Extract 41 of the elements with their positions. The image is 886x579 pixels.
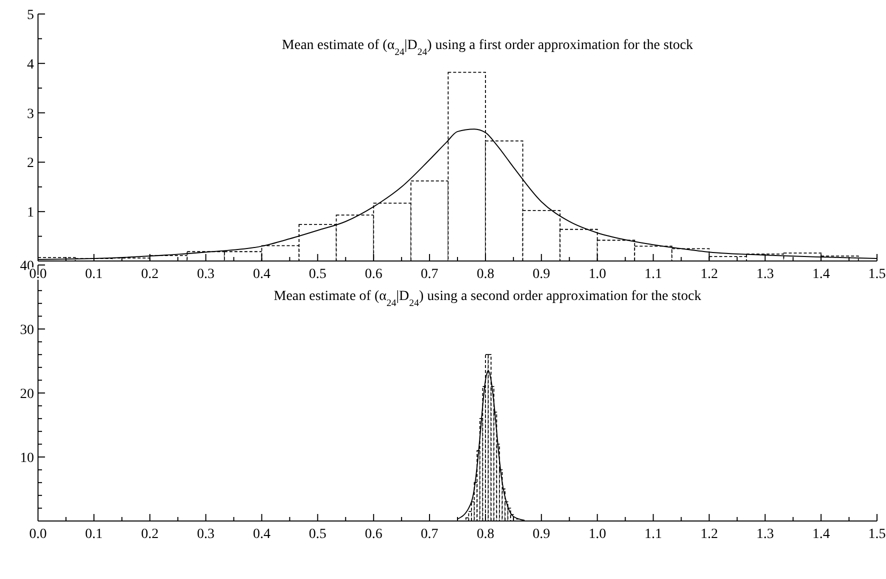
x-tick-label: 0.6: [364, 527, 382, 542]
x-tick-label: 1.2: [700, 527, 718, 542]
y-tick-label: 1: [27, 206, 34, 221]
x-tick-label: 0.7: [420, 527, 438, 542]
x-tick-label: 1.3: [756, 527, 774, 542]
x-tick-label: 0.4: [252, 267, 270, 282]
y-tick-label: 2: [27, 156, 34, 172]
x-tick-label: 0.4: [252, 527, 270, 542]
y-tick-label: 5: [27, 8, 34, 23]
x-tick-label: 0.2: [141, 527, 159, 542]
x-tick-label: 0.8: [476, 527, 494, 542]
x-tick-label: 1.2: [700, 267, 718, 282]
x-tick-label: 0.0: [29, 527, 47, 542]
x-tick-label: 0.3: [197, 267, 215, 282]
x-tick-label: 1.0: [588, 527, 606, 542]
y-tick-label: 20: [20, 387, 34, 402]
text: Mean estimate of (α$_{24}$|D$_{24}$) using a first order approximation for the stock: [282, 38, 694, 58]
x-tick-label: 0.5: [308, 527, 326, 542]
x-tick-label: 0.9: [532, 267, 550, 282]
x-tick-label: 1.0: [588, 267, 606, 282]
x-tick-label: 1.5: [868, 267, 886, 282]
x-tick-label: 1.4: [812, 527, 830, 542]
x-tick-label: 0.1: [85, 267, 103, 282]
x-tick-label: 1.5: [868, 527, 886, 542]
x-tick-label: 0.1: [85, 527, 103, 542]
x-tick-label: 1.1: [644, 267, 662, 282]
x-tick-label: 0.5: [308, 267, 326, 282]
x-tick-label: 0.2: [141, 267, 159, 282]
x-tick-label: 0.8: [476, 267, 494, 282]
x-tick-label: 1.4: [812, 267, 830, 282]
x-tick-label: 0.9: [532, 527, 550, 542]
x-tick-label: 0.7: [420, 267, 438, 282]
text: Mean estimate of (α$_{24}$|D$_{24}$) using a second order approximation for the stock: [274, 289, 702, 308]
y-tick-label: 30: [20, 323, 34, 338]
y-tick-label: 3: [27, 106, 34, 122]
x-tick-label: 0.3: [197, 527, 215, 542]
x-tick-label: 1.1: [644, 527, 662, 542]
y-tick-label: 4: [27, 57, 34, 72]
x-tick-label: 1.3: [756, 267, 774, 282]
x-tick-label: 0.6: [364, 267, 382, 282]
y-tick-label: 10: [20, 451, 34, 466]
